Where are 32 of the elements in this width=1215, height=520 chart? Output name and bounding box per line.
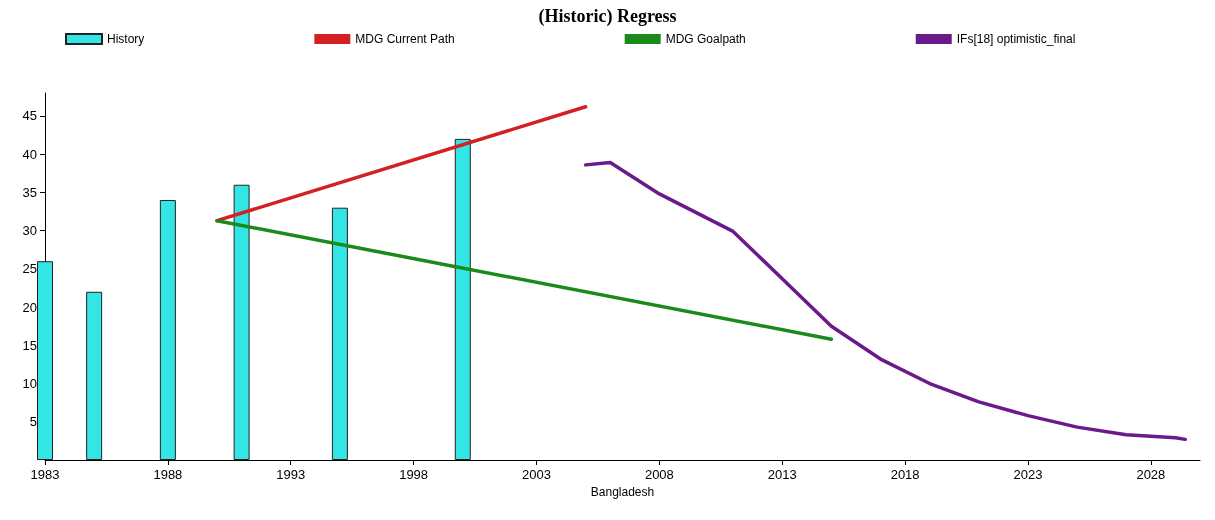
x-tick-label: 1988	[153, 467, 183, 482]
y-tick-label: 35	[22, 184, 37, 200]
legend-label: MDG Current Path	[355, 32, 455, 46]
chart-title: (Historic) Regress	[538, 6, 677, 27]
x-tick-label: 2003	[522, 467, 551, 482]
y-tick-label: 15	[22, 337, 37, 353]
y-tick-label: 10	[22, 376, 37, 392]
bar	[159, 200, 176, 460]
bar	[233, 184, 250, 460]
y-tick-label: 25	[22, 261, 37, 277]
y-tick-label: 40	[22, 146, 37, 162]
x-tick-label: 2018	[890, 467, 920, 482]
x-tick-label: 2008	[644, 467, 674, 482]
x-tick-label: 1993	[276, 467, 306, 482]
x-axis-title: Bangladesh	[590, 484, 655, 499]
y-tick-label: 20	[22, 299, 37, 315]
legend-label: MDG Goalpath	[665, 32, 746, 46]
y-tick-label: 5	[29, 414, 37, 430]
bar	[331, 207, 348, 460]
y-tick-label: 30	[22, 223, 37, 239]
x-tick-label: 1983	[30, 467, 60, 482]
y-tick-label: 45	[22, 108, 37, 124]
x-tick-label: 2013	[767, 467, 797, 482]
line-series	[583, 160, 1188, 442]
bar	[37, 261, 53, 460]
x-tick-label: 2023	[1013, 467, 1043, 482]
bar	[454, 138, 471, 460]
legend-label: History	[107, 32, 145, 46]
x-tick-label: 2028	[1136, 467, 1166, 482]
x-tick-label: 1998	[399, 467, 429, 482]
bar	[86, 291, 103, 460]
legend-label: IFs[18] optimistic_final	[956, 32, 1076, 46]
